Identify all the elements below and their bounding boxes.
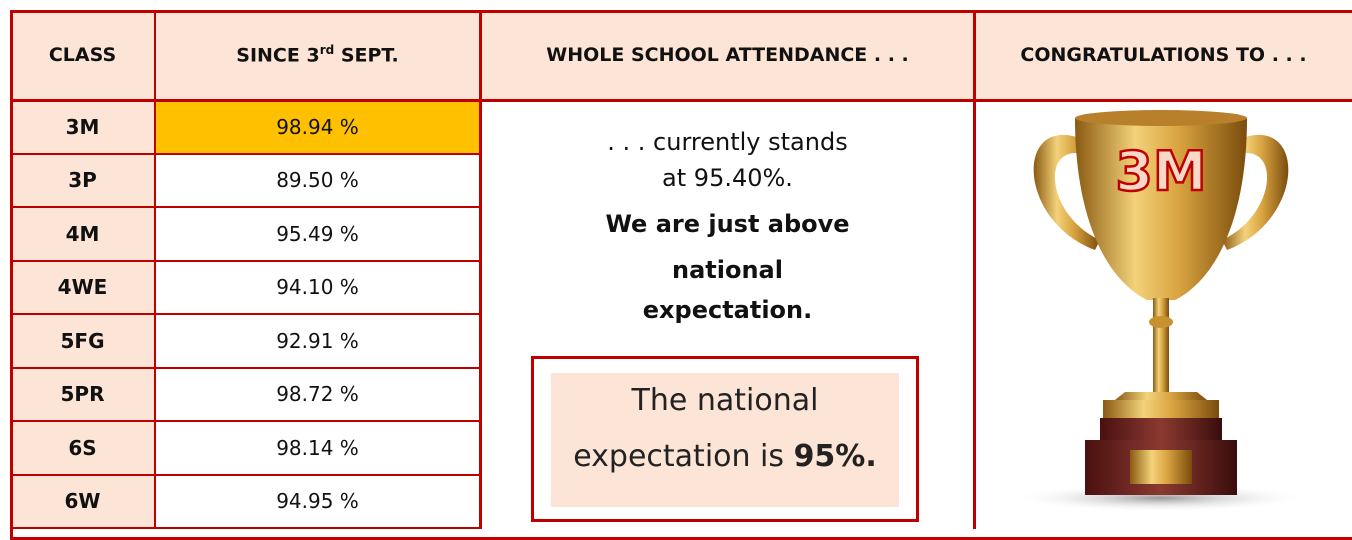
divider: [973, 10, 976, 529]
outer-border: [10, 10, 1352, 540]
page: CLASS SINCE 3rd SEPT. WHOLE SCHOOL ATTEN…: [0, 0, 1352, 529]
divider: [10, 99, 1352, 102]
divider: [479, 10, 482, 529]
divider: [154, 10, 156, 529]
attendance-table: CLASS SINCE 3rd SEPT. WHOLE SCHOOL ATTEN…: [0, 0, 1352, 529]
